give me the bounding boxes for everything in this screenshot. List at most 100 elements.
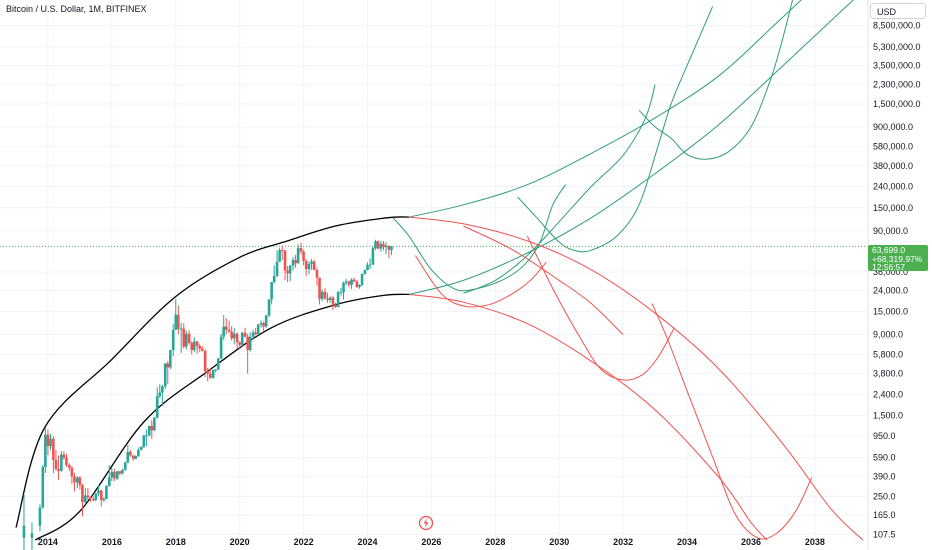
time-tick-label: 2034 [677, 537, 697, 547]
price-tick-label: 590.0 [873, 453, 896, 463]
candle-body [158, 392, 162, 397]
bull-curve [408, 0, 802, 218]
candle [262, 321, 265, 331]
candle-body [230, 331, 233, 339]
candle-body [73, 476, 76, 483]
candle-body [89, 497, 92, 500]
candle-body [161, 386, 164, 393]
candle [235, 332, 239, 349]
candle-body [131, 455, 135, 459]
candle-body [358, 285, 361, 287]
lightning-icon[interactable] [418, 515, 434, 531]
candle-body [105, 485, 108, 499]
candle-body [62, 454, 66, 458]
candle-body [145, 435, 148, 437]
candle-body [81, 485, 84, 503]
candle-body [92, 499, 95, 501]
bear-curve [463, 225, 624, 336]
candle [203, 349, 207, 378]
price-tick-label: 250.0 [873, 491, 896, 501]
candle [307, 261, 311, 275]
candle-body [84, 495, 87, 503]
candle-body [262, 323, 265, 327]
time-tick-label: 2022 [294, 537, 314, 547]
time-tick-label: 2018 [166, 537, 186, 547]
bear-curve [651, 303, 813, 540]
candle [216, 357, 220, 371]
candle [52, 436, 55, 473]
candle [65, 453, 68, 467]
candle-body [206, 371, 210, 374]
candle-body [155, 396, 159, 418]
candle-body [310, 261, 313, 264]
candle [248, 332, 252, 352]
currency-button[interactable]: USD [870, 3, 926, 19]
candle-body [216, 358, 220, 370]
candle [192, 337, 196, 353]
candle-body [374, 241, 377, 249]
candle [270, 281, 273, 305]
candle [296, 244, 300, 264]
candle-body [134, 456, 138, 459]
candle [158, 384, 162, 399]
candle [326, 292, 329, 303]
bull-curve [517, 6, 714, 253]
candle [169, 350, 172, 370]
candle-body [126, 451, 130, 463]
candle [355, 280, 359, 289]
candle [267, 299, 271, 318]
time-axis[interactable]: 2014 2016 2018 2020 2022 2024 2026 2028 2030 2032… [38, 537, 825, 547]
candle-body [110, 471, 114, 478]
symbol-title: Bitcoin / U.S. Dollar, 1M, BITFINEX [6, 4, 147, 14]
candle-body [174, 314, 178, 330]
candle [115, 470, 119, 480]
time-tick-label: 2020 [230, 537, 250, 547]
candle [259, 320, 263, 328]
candle-body [360, 273, 364, 286]
candle-body [171, 329, 175, 351]
time-tick-label: 2032 [613, 537, 633, 547]
price-axis[interactable]: 8,500,000.0 5,300,000.0 3,500,000.0 2,300,0… [873, 21, 921, 540]
bull-curve [408, 0, 854, 295]
candle [78, 476, 82, 490]
candle [256, 324, 260, 336]
time-tick-label: 2016 [102, 537, 122, 547]
price-tick-label: 900,000.0 [873, 122, 913, 132]
candle [187, 330, 191, 345]
candle-body [211, 370, 215, 378]
candle-body [232, 333, 236, 339]
candle-body [270, 282, 273, 300]
candle-body [139, 446, 143, 450]
candle-body [198, 346, 202, 349]
candle [200, 346, 204, 352]
candle [347, 280, 351, 288]
candle-body [390, 246, 393, 250]
candle-body [238, 342, 241, 345]
candle [70, 465, 74, 484]
candle-body [347, 281, 351, 285]
candle [155, 387, 159, 419]
candle [206, 368, 210, 382]
candle [387, 245, 391, 259]
candle-body [227, 329, 231, 332]
price-tick-label: 390.0 [873, 471, 896, 481]
candle [198, 343, 202, 353]
candle [304, 259, 308, 277]
candle-body [137, 449, 140, 457]
candle-body [318, 277, 321, 299]
candle [46, 429, 50, 456]
candle-body [179, 328, 183, 330]
candle [272, 265, 276, 284]
candle-body [352, 279, 356, 282]
candle-body [49, 438, 52, 447]
candle [89, 496, 92, 503]
candle [222, 315, 225, 340]
candle [73, 472, 76, 492]
bull-curve [638, 0, 793, 160]
candle-body [278, 250, 281, 262]
candle [275, 250, 279, 278]
last-price-tag: 63,699.0 +68,319.97% 12:56:57 [868, 245, 928, 271]
candle [134, 455, 138, 460]
candle-body [283, 250, 287, 271]
